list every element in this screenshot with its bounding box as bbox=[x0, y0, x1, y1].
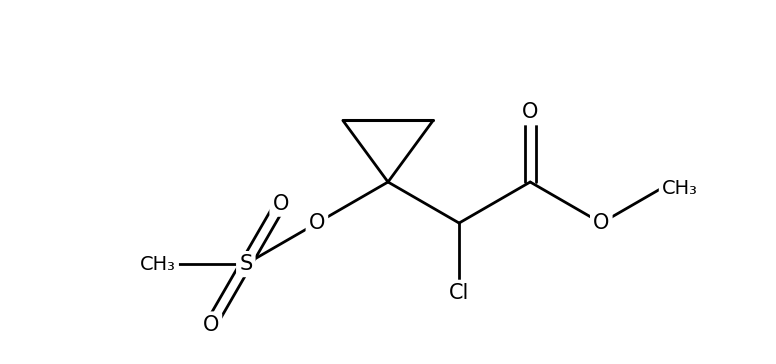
Text: O: O bbox=[593, 213, 609, 233]
Text: Cl: Cl bbox=[449, 283, 469, 303]
Text: O: O bbox=[272, 194, 289, 214]
Text: O: O bbox=[522, 102, 539, 122]
Text: O: O bbox=[309, 213, 325, 233]
Text: O: O bbox=[203, 314, 219, 335]
Text: CH₃: CH₃ bbox=[140, 254, 176, 274]
Text: S: S bbox=[239, 254, 252, 274]
Text: CH₃: CH₃ bbox=[662, 179, 698, 198]
